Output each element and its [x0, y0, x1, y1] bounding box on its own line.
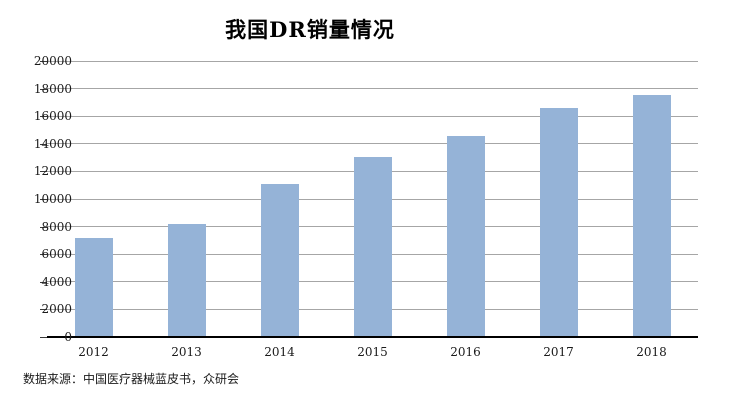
x-axis-line	[47, 336, 698, 338]
y-axis-label-6000: 6000	[41, 247, 72, 262]
gridline-14000	[47, 143, 698, 145]
x-axis-label-2013: 2013	[171, 345, 202, 359]
data-source-note: 数据来源：中国医疗器械蓝皮书，众研会	[23, 372, 240, 386]
y-axis-tick-8000	[40, 226, 47, 228]
x-axis-label-2014: 2014	[264, 345, 295, 359]
y-axis-tick-12000	[40, 171, 47, 173]
y-axis-tick-20000	[40, 61, 47, 62]
bar-2013	[167, 224, 206, 336]
x-axis-label-2016: 2016	[450, 345, 481, 359]
y-axis-label-2000: 2000	[41, 302, 72, 317]
y-axis-label-16000: 16000	[33, 109, 72, 124]
y-axis-tick-2000	[40, 309, 47, 311]
x-axis-label-2015: 2015	[357, 345, 388, 359]
y-axis-label-0: 0	[64, 330, 72, 344]
y-axis-tick-6000	[40, 254, 47, 256]
y-axis-label-10000: 10000	[33, 192, 72, 206]
y-axis-label-14000: 14000	[33, 136, 72, 151]
bar-2017	[539, 108, 578, 336]
bar-2014	[260, 184, 299, 336]
bar-2016	[446, 135, 485, 336]
y-axis-tick-4000	[40, 281, 47, 283]
y-axis-label-4000: 4000	[41, 274, 72, 289]
y-axis-label-20000: 20000	[33, 54, 72, 68]
gridline-16000	[47, 115, 698, 117]
bar-2018	[632, 94, 671, 336]
y-axis-tick-14000	[40, 143, 47, 145]
x-axis-label-2012: 2012	[78, 345, 109, 359]
chart-title: 我国DR销量情况	[225, 17, 395, 42]
y-axis-label-8000: 8000	[41, 219, 72, 234]
bar-2012	[74, 238, 113, 336]
gridline-20000	[47, 60, 698, 62]
y-axis-tick-18000	[40, 88, 47, 90]
bar-2015	[353, 156, 392, 336]
y-axis-tick-16000	[40, 116, 47, 118]
y-axis-tick-10000	[40, 199, 47, 200]
plot-area	[40, 60, 698, 338]
x-axis-label-2017: 2017	[543, 345, 574, 359]
y-axis-label-12000: 12000	[33, 164, 72, 179]
y-axis-label-18000: 18000	[33, 81, 72, 96]
x-axis-label-2018: 2018	[636, 345, 667, 359]
gridline-18000	[47, 88, 698, 90]
y-axis-tick-0	[40, 337, 47, 338]
